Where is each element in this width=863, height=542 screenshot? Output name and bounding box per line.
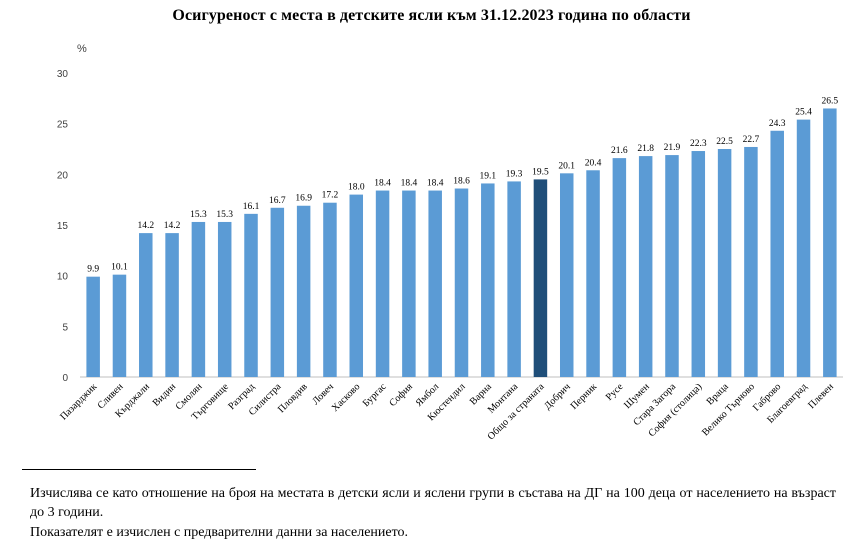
data-label: 21.8 [637,144,654,154]
bar [744,146,758,377]
bar [454,188,469,377]
data-label: 25.4 [795,108,812,118]
data-label: 18.4 [374,179,391,189]
chart-title: Осигуреност с места в детските ясли към … [172,7,691,24]
data-label: 24.3 [769,119,786,129]
data-label: 15.3 [190,210,207,220]
data-label: 16.1 [243,202,260,212]
bar [823,108,837,377]
x-tick-label: Пловдив [276,381,310,415]
x-tick-label: Добрич [542,381,573,412]
value-labels: 9.9 10.1 14.2 14.2 15.3 15.3 16.1 16.7 16.9 17.2 1… [87,96,838,274]
y-tick-label: 10 [57,272,69,283]
y-tick-label: 25 [57,120,69,131]
data-label: 22.3 [690,139,707,149]
bar [112,274,127,377]
data-label: 18.4 [427,179,444,189]
bar [428,190,442,377]
data-label: 22.5 [716,137,733,147]
bar [691,151,706,377]
bar [244,213,258,377]
x-tick-label: Плевен [806,381,836,411]
bar [270,207,285,377]
x-tick-label: Пазарджик [58,381,99,422]
y-tick-label: 20 [57,170,69,181]
data-label: 21.6 [611,146,628,156]
y-tick-label: 15 [57,221,69,232]
y-axis-unit-label: % [77,43,87,55]
bar [402,190,416,377]
bar [217,221,232,377]
bar [717,149,732,377]
bars [86,108,837,377]
data-label: 18.6 [453,177,470,187]
x-tick-label: Перник [569,381,600,412]
bar [296,205,311,377]
data-label: 10.1 [111,263,128,273]
x-tick-label: Русе [604,381,626,403]
y-tick-label: 0 [62,373,68,384]
footnote: Изчислява се като отношение на броя на м… [30,484,836,542]
data-label: 14.2 [137,221,154,231]
bar [796,119,811,377]
x-tick-label: София [387,381,415,409]
bar-chart: 0 5 10 15 20 25 30% 9.9 10.1 14.2 14.2 15.3 15.3 16.… [57,43,843,442]
bar [191,221,206,377]
x-tick-label: Бургас [361,381,389,409]
data-label: 21.9 [664,143,681,153]
data-label: 18.0 [348,183,365,193]
data-label: 14.2 [164,221,181,231]
data-label: 19.5 [532,167,549,177]
footnote-line-1: Изчислява се като отношение на броя на м… [30,486,836,520]
bar [323,202,337,377]
bar [612,158,627,377]
footnote-separator [22,469,256,470]
data-label: 9.9 [87,265,99,275]
data-label: 19.3 [506,169,523,179]
data-label: 18.4 [401,179,418,189]
bar [349,194,364,377]
bar [481,183,495,377]
data-label: 16.7 [269,196,286,206]
bar [665,155,679,377]
bar [638,156,653,377]
data-label: 19.1 [479,171,496,181]
data-label: 20.4 [585,158,602,168]
x-axis-labels: ПазарджикСливенКърджалиВидинСмолянТъргов… [58,381,836,442]
data-label: 15.3 [216,210,233,220]
bar [770,130,784,377]
data-label: 16.9 [295,194,312,204]
data-label: 26.5 [822,96,839,106]
bar [375,190,390,377]
bar [533,179,548,377]
bar [507,181,521,377]
footnote-line-2: Показателят е изчислен с предварителни д… [30,525,409,540]
bar [586,170,600,377]
bar [559,173,574,377]
bar [139,233,153,377]
data-label: 22.7 [743,135,760,145]
data-label: 20.1 [558,161,575,171]
bar [165,233,179,377]
y-tick-label: 30 [57,69,69,80]
bar [86,276,100,377]
x-tick-label: Хасково [330,381,363,414]
data-label: 17.2 [322,191,339,201]
y-tick-label: 5 [62,322,68,333]
